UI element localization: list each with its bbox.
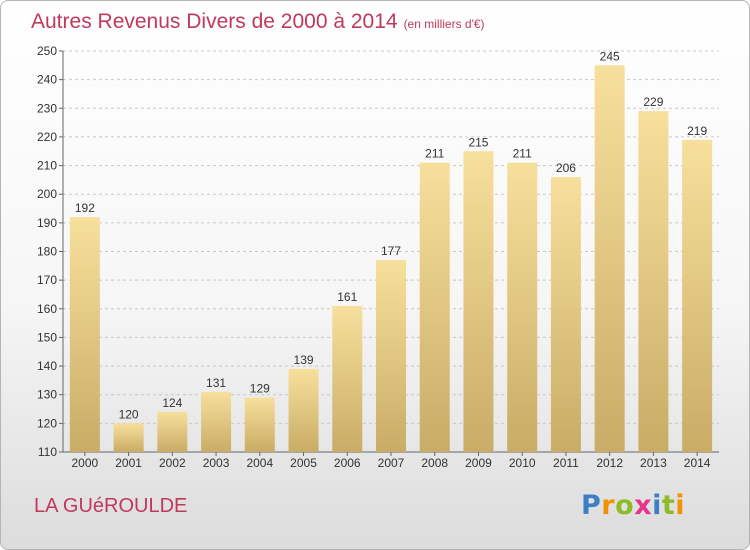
y-tick-label: 220 — [37, 130, 57, 144]
x-tick-label-2009: 2009 — [465, 456, 492, 470]
bar-2007 — [376, 260, 406, 452]
x-tick-label-2006: 2006 — [334, 456, 361, 470]
x-tick-label-2004: 2004 — [246, 456, 273, 470]
y-tick-label: 160 — [37, 302, 57, 316]
bar-2006 — [332, 305, 363, 452]
x-tick-label-2008: 2008 — [421, 456, 448, 470]
labels: 110 120 130 140 150 160 170 180 190 200 210 220 230 2… — [37, 44, 711, 470]
logo-letter: t — [661, 490, 676, 521]
y-tick-label: 170 — [37, 273, 57, 287]
data-label-2010: 211 — [513, 147, 532, 161]
proxiti-logo: Proxiti — [581, 490, 685, 521]
x-tick-label-2012: 2012 — [596, 456, 623, 470]
x-tick-label-2000: 2000 — [72, 456, 99, 470]
bar-2009 — [463, 151, 494, 452]
y-tick-label: 200 — [37, 187, 57, 201]
x-tick-label-2013: 2013 — [640, 456, 667, 470]
bar-2008 — [419, 162, 450, 452]
x-tick-label-2011: 2011 — [553, 456, 579, 470]
logo-letter: r — [601, 490, 616, 521]
bar-2013 — [638, 111, 669, 453]
y-tick-label: 150 — [37, 330, 57, 344]
x-tick-label-2001: 2001 — [115, 456, 142, 470]
x-tick-label-2003: 2003 — [203, 456, 230, 470]
x-tick-label-2007: 2007 — [378, 456, 405, 470]
data-label-2009: 215 — [468, 135, 488, 149]
x-tick-label-2010: 2010 — [509, 456, 536, 470]
bar-2010 — [507, 162, 538, 452]
y-tick-label: 130 — [37, 388, 57, 402]
data-label-2003: 131 — [206, 376, 226, 390]
y-tick-label: 120 — [37, 416, 57, 430]
data-label-2002: 124 — [162, 396, 182, 410]
chart-title: Autres Revenus Divers de 2000 à 2014 (en … — [31, 10, 485, 34]
data-label-2001: 120 — [119, 407, 139, 421]
y-tick-label: 230 — [37, 101, 57, 115]
bar-2005 — [288, 368, 319, 452]
y-tick-label: 140 — [37, 359, 57, 373]
data-label-2007: 177 — [381, 244, 401, 258]
data-label-2008: 211 — [425, 147, 444, 161]
data-label-2004: 129 — [250, 382, 270, 396]
y-tick-label: 250 — [37, 44, 57, 58]
x-tick-label-2002: 2002 — [159, 456, 186, 470]
x-tick-label-2005: 2005 — [290, 456, 317, 470]
commune-name: LA GUéROULDE — [34, 495, 188, 517]
y-tick-label: 210 — [37, 159, 57, 173]
bars — [69, 65, 713, 453]
x-tick-label-2014: 2014 — [684, 456, 711, 470]
title-text: Autres Revenus Divers de 2000 à 2014 — [31, 10, 398, 33]
bar-2000 — [69, 217, 100, 452]
bar-2001 — [113, 423, 144, 452]
logo-letter: P — [581, 490, 602, 521]
y-tick-label: 180 — [37, 245, 57, 259]
title-unit: (en milliers d'€) — [403, 17, 485, 31]
logo-letter: o — [615, 490, 635, 521]
bar-2011 — [550, 177, 581, 452]
bar-2003 — [201, 391, 232, 452]
data-label-2006: 161 — [337, 290, 357, 304]
data-label-2000: 192 — [75, 201, 95, 215]
data-label-2005: 139 — [294, 353, 314, 367]
y-tick-label: 240 — [37, 73, 57, 87]
data-label-2013: 229 — [643, 95, 663, 109]
bar-2014 — [682, 139, 713, 453]
y-tick-label: 190 — [37, 216, 57, 230]
logo-letter: x — [634, 490, 653, 521]
logo-letter: i — [675, 490, 686, 521]
bar-2002 — [157, 411, 188, 452]
y-tick-label: 110 — [38, 445, 57, 459]
bar-2004 — [244, 397, 275, 452]
data-label-2012: 245 — [600, 49, 620, 63]
logo-letter: i — [652, 490, 662, 521]
data-label-2011: 206 — [556, 161, 576, 175]
bar-2012 — [594, 65, 625, 453]
data-label-2014: 219 — [687, 124, 707, 138]
